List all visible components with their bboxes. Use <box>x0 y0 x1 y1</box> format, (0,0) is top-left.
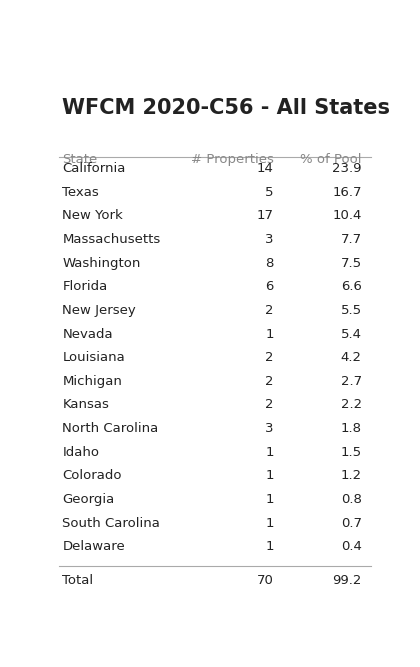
Text: 17: 17 <box>257 209 274 223</box>
Text: 2.7: 2.7 <box>341 375 362 388</box>
Text: 7.5: 7.5 <box>341 257 362 269</box>
Text: 99.2: 99.2 <box>332 574 362 587</box>
Text: 2.2: 2.2 <box>341 398 362 412</box>
Text: 5.4: 5.4 <box>341 327 362 341</box>
Text: Total: Total <box>62 574 93 587</box>
Text: New Jersey: New Jersey <box>62 304 136 317</box>
Text: 1: 1 <box>265 516 274 530</box>
Text: 1: 1 <box>265 446 274 459</box>
Text: 1.8: 1.8 <box>341 422 362 435</box>
Text: Nevada: Nevada <box>62 327 113 341</box>
Text: 1: 1 <box>265 327 274 341</box>
Text: Washington: Washington <box>62 257 141 269</box>
Text: 6: 6 <box>265 280 274 293</box>
Text: 1.2: 1.2 <box>341 470 362 482</box>
Text: South Carolina: South Carolina <box>62 516 160 530</box>
Text: New York: New York <box>62 209 123 223</box>
Text: 0.4: 0.4 <box>341 540 362 553</box>
Text: California: California <box>62 162 126 175</box>
Text: Colorado: Colorado <box>62 470 122 482</box>
Text: 2: 2 <box>265 352 274 364</box>
Text: 5.5: 5.5 <box>341 304 362 317</box>
Text: Idaho: Idaho <box>62 446 99 459</box>
Text: WFCM 2020-C56 - All States: WFCM 2020-C56 - All States <box>62 98 390 118</box>
Text: Kansas: Kansas <box>62 398 109 412</box>
Text: 10.4: 10.4 <box>332 209 362 223</box>
Text: Delaware: Delaware <box>62 540 125 553</box>
Text: 1: 1 <box>265 540 274 553</box>
Text: 2: 2 <box>265 398 274 412</box>
Text: Louisiana: Louisiana <box>62 352 125 364</box>
Text: 7.7: 7.7 <box>341 233 362 246</box>
Text: Massachusetts: Massachusetts <box>62 233 160 246</box>
Text: 6.6: 6.6 <box>341 280 362 293</box>
Text: Michigan: Michigan <box>62 375 122 388</box>
Text: 1.5: 1.5 <box>341 446 362 459</box>
Text: 1: 1 <box>265 470 274 482</box>
Text: 8: 8 <box>265 257 274 269</box>
Text: # Properties: # Properties <box>191 153 274 166</box>
Text: 1: 1 <box>265 493 274 506</box>
Text: 14: 14 <box>257 162 274 175</box>
Text: 0.8: 0.8 <box>341 493 362 506</box>
Text: Georgia: Georgia <box>62 493 115 506</box>
Text: 2: 2 <box>265 304 274 317</box>
Text: State: State <box>62 153 97 166</box>
Text: % of Pool: % of Pool <box>300 153 362 166</box>
Text: 5: 5 <box>265 186 274 199</box>
Text: North Carolina: North Carolina <box>62 422 158 435</box>
Text: 16.7: 16.7 <box>332 186 362 199</box>
Text: 23.9: 23.9 <box>332 162 362 175</box>
Text: Florida: Florida <box>62 280 108 293</box>
Text: 0.7: 0.7 <box>341 516 362 530</box>
Text: 2: 2 <box>265 375 274 388</box>
Text: 70: 70 <box>257 574 274 587</box>
Text: 3: 3 <box>265 422 274 435</box>
Text: 3: 3 <box>265 233 274 246</box>
Text: Texas: Texas <box>62 186 99 199</box>
Text: 4.2: 4.2 <box>341 352 362 364</box>
